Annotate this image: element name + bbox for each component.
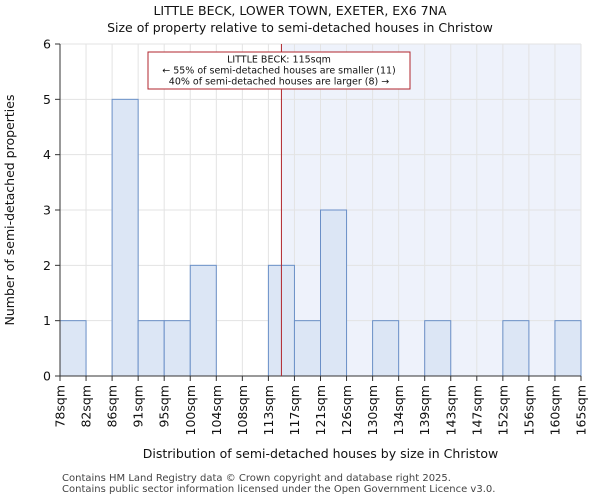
histogram-bar bbox=[293, 320, 322, 377]
annotation-box bbox=[147, 51, 411, 90]
x-tick-label: 126sqm bbox=[339, 385, 354, 435]
x-tick-label: 113sqm bbox=[261, 385, 276, 435]
histogram-bar bbox=[372, 320, 400, 377]
x-tick-label: 143sqm bbox=[443, 385, 458, 435]
x-tick-label: 108sqm bbox=[235, 385, 250, 435]
footer-copyright: Contains HM Land Registry data © Crown c… bbox=[62, 473, 451, 484]
x-tick-label: 121sqm bbox=[313, 385, 328, 435]
chart-title: LITTLE BECK, LOWER TOWN, EXETER, EX6 7NA bbox=[153, 3, 447, 18]
x-tick-label: 139sqm bbox=[417, 385, 432, 435]
x-tick-label: 152sqm bbox=[495, 385, 510, 435]
x-tick-label: 165sqm bbox=[574, 385, 589, 435]
y-tick-label: 1 bbox=[43, 313, 51, 328]
x-axis-title: Distribution of semi-detached houses by … bbox=[143, 446, 498, 461]
y-tick-label: 4 bbox=[43, 147, 51, 162]
footer-licence: Contains public sector information licen… bbox=[62, 484, 496, 495]
histogram-bar bbox=[163, 320, 191, 377]
annotation-line-3: 40% of semi-detached houses are larger (… bbox=[169, 77, 389, 88]
y-tick-label: 6 bbox=[43, 37, 51, 52]
histogram-bar bbox=[59, 320, 87, 377]
x-tick-label: 160sqm bbox=[547, 385, 562, 435]
x-tick-label: 134sqm bbox=[391, 385, 406, 435]
histogram-bar bbox=[137, 320, 165, 377]
x-tick-label: 147sqm bbox=[469, 385, 484, 435]
x-tick-label: 100sqm bbox=[183, 385, 198, 435]
x-tick-label: 86sqm bbox=[105, 385, 120, 428]
histogram-bar bbox=[554, 320, 582, 377]
x-tick-label: 156sqm bbox=[521, 385, 536, 435]
chart-subtitle: Size of property relative to semi-detach… bbox=[107, 20, 493, 35]
x-tick-label: 117sqm bbox=[287, 385, 302, 435]
x-tick-label: 91sqm bbox=[131, 385, 146, 428]
histogram-bar bbox=[424, 320, 452, 377]
histogram-bar bbox=[320, 209, 348, 377]
histogram-bar bbox=[189, 264, 217, 377]
annotation-line-1: LITTLE BECK: 115sqm bbox=[227, 55, 331, 66]
x-tick-label: 95sqm bbox=[157, 385, 172, 428]
y-tick-label: 3 bbox=[43, 203, 51, 218]
y-axis-title: Number of semi-detached properties bbox=[2, 95, 17, 326]
x-tick-label: 78sqm bbox=[53, 385, 68, 428]
y-tick-label: 0 bbox=[43, 369, 51, 384]
histogram-bar bbox=[111, 98, 139, 377]
y-tick-label: 2 bbox=[43, 258, 51, 273]
x-tick-label: 130sqm bbox=[365, 385, 380, 435]
histogram-bar bbox=[502, 320, 530, 377]
x-tick-label: 82sqm bbox=[79, 385, 94, 428]
y-tick-label: 5 bbox=[43, 92, 51, 107]
x-tick-label: 104sqm bbox=[209, 385, 224, 435]
annotation-line-2: ← 55% of semi-detached houses are smalle… bbox=[162, 66, 396, 77]
